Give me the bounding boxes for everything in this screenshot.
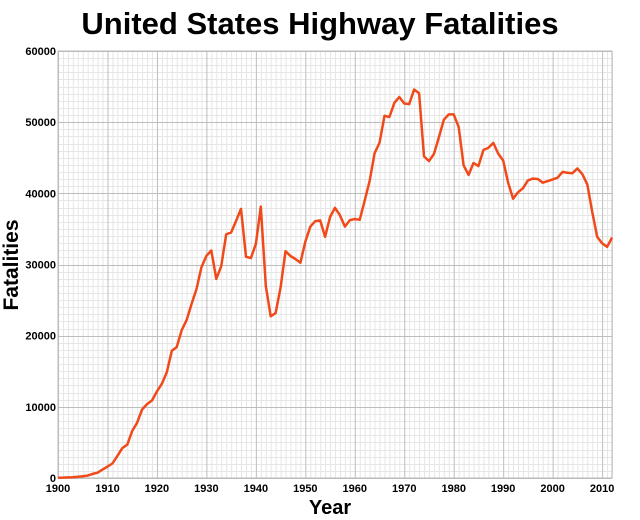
plot-frame xyxy=(57,50,613,479)
y-tick-label: 60000 xyxy=(25,46,56,58)
x-tick-label: 2010 xyxy=(590,483,614,495)
x-tick-label: 1940 xyxy=(244,483,268,495)
x-tick-label: 1990 xyxy=(491,483,515,495)
y-tick-label: 20000 xyxy=(25,331,56,343)
minor-grid xyxy=(58,51,613,478)
y-axis-ticks: 0 10000 20000 30000 40000 50000 60000 xyxy=(25,46,56,485)
x-tick-label: 1980 xyxy=(441,483,465,495)
y-tick-label: 0 xyxy=(50,473,56,485)
x-tick-label: 1900 xyxy=(46,483,70,495)
x-tick-label: 2000 xyxy=(540,483,564,495)
chart-title: United States Highway Fatalities xyxy=(81,6,559,41)
x-axis-label: Year xyxy=(308,497,352,519)
x-axis-ticks: 1900 1910 1920 1930 1940 1950 1960 1970 1980 1990… xyxy=(46,483,615,495)
x-tick-label: 1960 xyxy=(343,483,367,495)
y-tick-label: 40000 xyxy=(25,188,56,200)
y-tick-label: 50000 xyxy=(25,117,56,129)
x-tick-label: 1970 xyxy=(392,483,416,495)
fatalities-line xyxy=(57,88,614,479)
y-tick-label: 30000 xyxy=(25,260,56,272)
y-tick-label: 10000 xyxy=(25,402,56,414)
x-tick-label: 1910 xyxy=(95,483,119,495)
y-axis-label: Fatalities xyxy=(0,219,23,311)
series-group xyxy=(57,88,614,479)
x-tick-label: 1950 xyxy=(293,483,317,495)
x-tick-label: 1920 xyxy=(145,483,169,495)
x-tick-label: 1930 xyxy=(194,483,218,495)
